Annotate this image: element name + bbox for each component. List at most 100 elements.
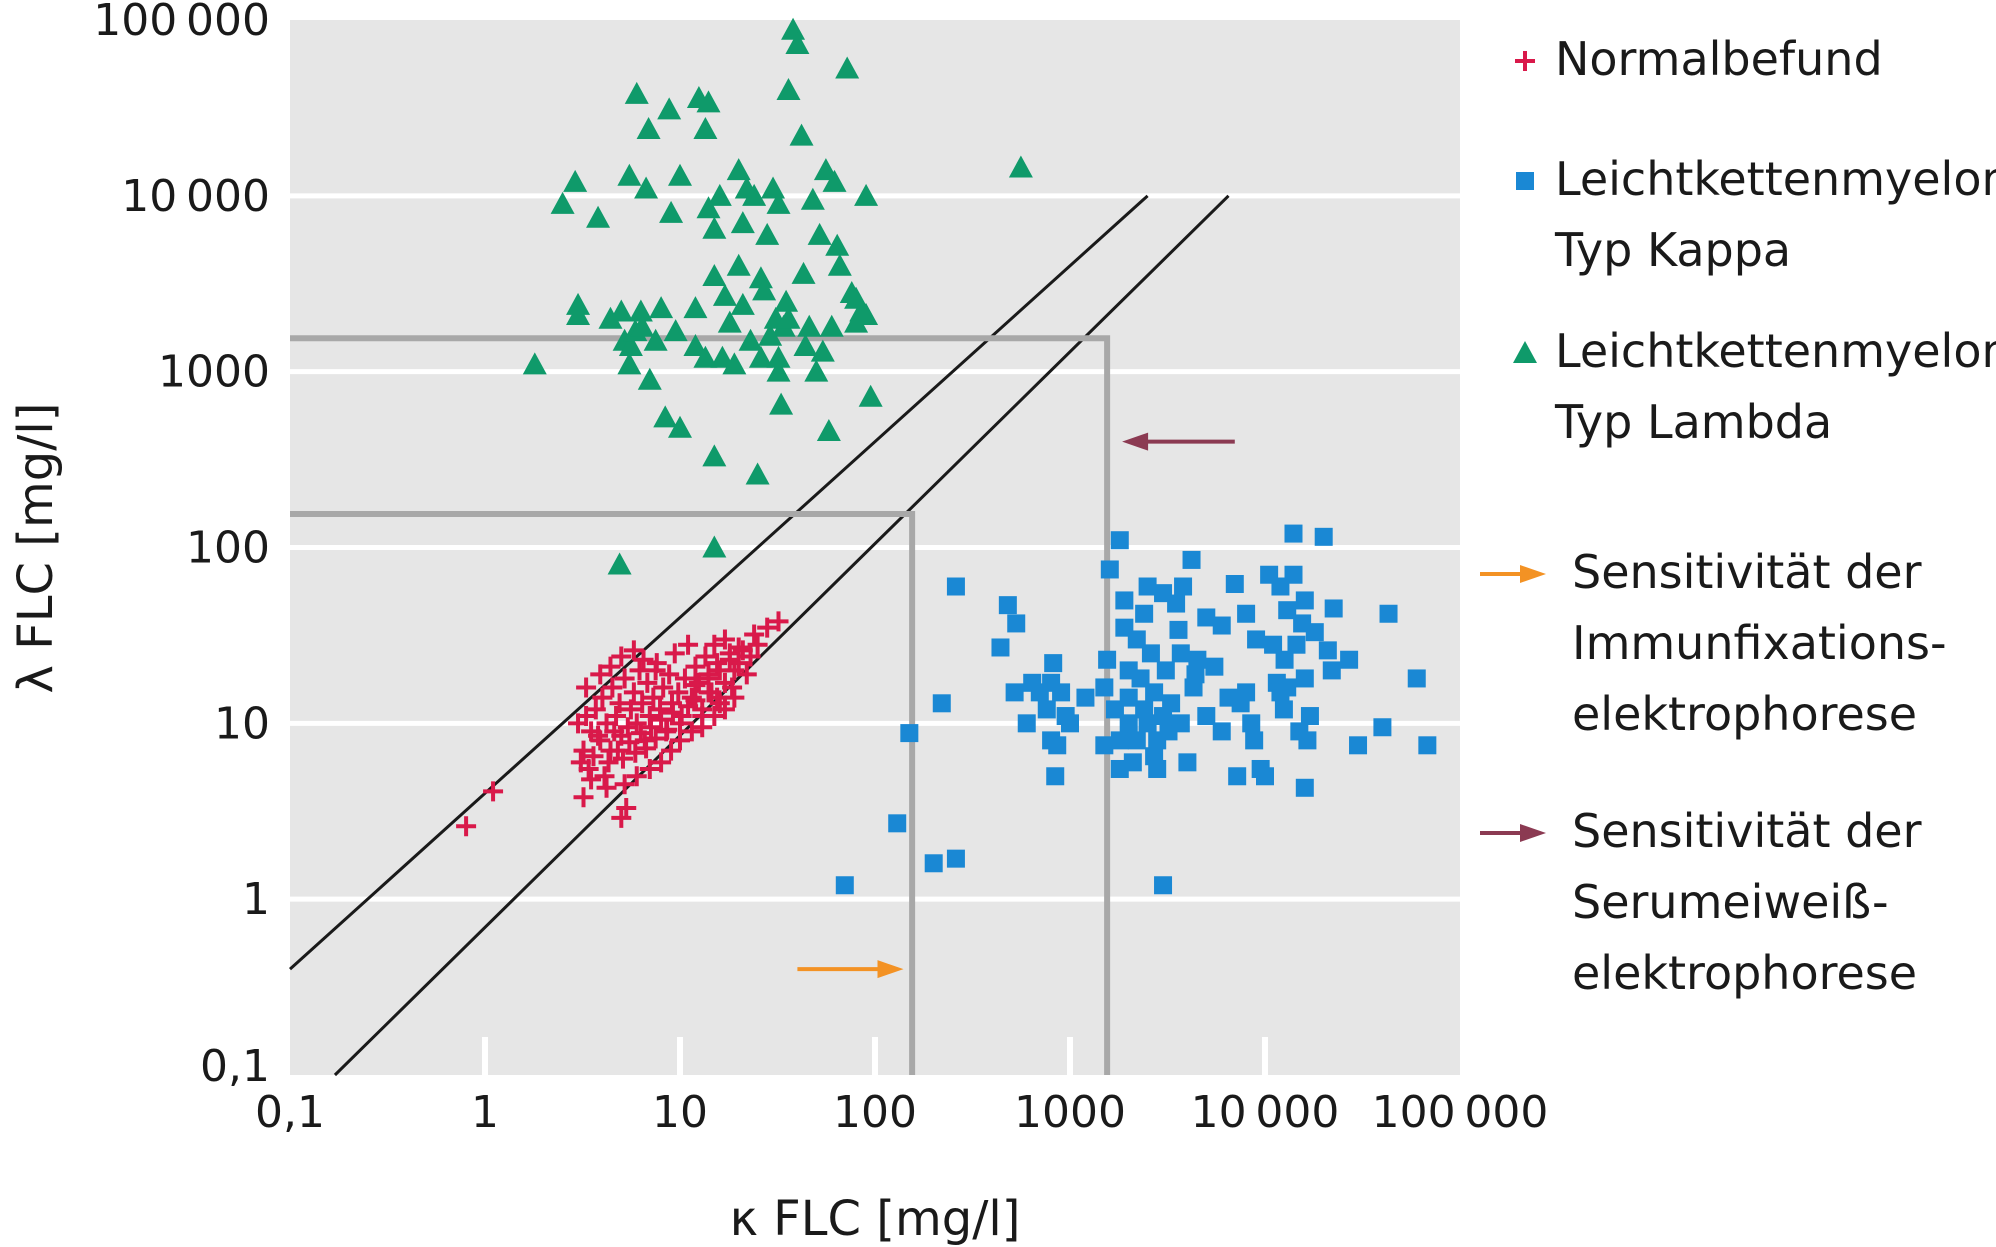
kappa-point: [1278, 678, 1297, 697]
lambda-point: [659, 200, 684, 223]
normal-point: [483, 781, 504, 802]
kappa-point: [1119, 714, 1138, 733]
kappa-point: [1284, 565, 1303, 584]
kappa-point: [888, 814, 907, 833]
lambda-point: [617, 352, 642, 375]
kappa-point: [1245, 731, 1264, 750]
lambda-point: [766, 191, 791, 214]
normal-point: [695, 646, 716, 667]
lambda-point: [668, 415, 692, 438]
x-tick-label: 0,1: [255, 1087, 325, 1138]
legend-label: Normalbefund: [1555, 32, 1883, 86]
normal-point: [664, 643, 685, 664]
normal-point: [590, 730, 611, 751]
normal-point: [570, 752, 591, 773]
kappa-point: [1115, 591, 1134, 610]
lambda-point: [827, 253, 852, 276]
kappa-point: [1098, 650, 1117, 669]
kappa-point: [991, 638, 1010, 657]
legend-square-marker: [1516, 172, 1534, 190]
kappa-point: [1135, 604, 1154, 623]
kappa-point: [1247, 630, 1266, 649]
kappa-point: [1300, 707, 1319, 726]
kappa-point: [1212, 616, 1231, 635]
normal-point: [609, 693, 630, 714]
y-tick-label: 10: [214, 698, 270, 749]
kappa-point: [1105, 700, 1124, 719]
x-axis-title: κ FLC [mg/l]: [730, 1191, 1021, 1247]
kappa-point: [1275, 650, 1294, 669]
lambda-point: [1008, 155, 1033, 178]
lambda-point: [607, 552, 632, 575]
kappa-point: [946, 849, 965, 868]
legend-triangle-marker: [1513, 341, 1537, 363]
normal-point: [633, 649, 654, 670]
kappa-point: [1171, 644, 1190, 663]
kappa-point: [1264, 635, 1283, 654]
y-tick-label: 0,1: [200, 1041, 270, 1092]
normal-point: [728, 653, 749, 674]
x-axis-ticks: 0,1 1 10 100 1000 10 000 100 000: [255, 1087, 1548, 1138]
kappa-point: [1186, 665, 1205, 684]
legend-label: elektrophorese: [1572, 687, 1917, 741]
x-tick-label: 10: [652, 1087, 708, 1138]
kappa-point: [1167, 594, 1186, 613]
kappa-point: [1110, 731, 1129, 750]
legend-label: Typ Kappa: [1554, 223, 1791, 277]
normal-point: [747, 634, 768, 655]
x-tick-label: 1000: [1014, 1087, 1126, 1138]
kappa-point: [1061, 714, 1079, 733]
kappa-point: [1407, 669, 1426, 688]
kappa-point: [1127, 630, 1146, 649]
kappa-point: [1188, 650, 1207, 669]
y-axis-ticks: 0,1 1 10 100 1000 10 000 100 000: [93, 0, 270, 1092]
normal-point: [662, 702, 683, 723]
kappa-point: [1197, 608, 1216, 627]
kappa-point: [1212, 722, 1231, 741]
legend-label: Leichtkettenmyelom: [1555, 324, 1996, 378]
lambda-point: [769, 392, 794, 415]
kappa-point: [835, 876, 854, 895]
lambda-point: [789, 123, 814, 146]
kappa-point: [1100, 560, 1119, 579]
kappa-point: [1237, 683, 1256, 702]
kappa-point: [1314, 527, 1333, 546]
normal-point: [659, 664, 680, 685]
kappa-point: [1145, 683, 1164, 702]
lambda-point: [755, 222, 780, 245]
lambda-point: [696, 90, 721, 113]
kappa-point: [1178, 753, 1197, 772]
kappa-point: [1418, 736, 1437, 755]
kappa-point: [1278, 601, 1297, 620]
lambda-point: [766, 359, 791, 382]
kappa-point: [1298, 731, 1317, 750]
kappa-point: [998, 596, 1017, 615]
kappa-point: [1287, 635, 1306, 654]
normal-point: [588, 725, 609, 746]
lambda-point: [752, 278, 777, 301]
normal-point: [657, 719, 678, 740]
kappa-point: [1237, 604, 1256, 623]
grid: [290, 193, 1460, 1075]
normal-point: [704, 706, 725, 727]
lambda-point: [835, 56, 860, 79]
kappa-point: [1295, 778, 1314, 797]
normal-point: [585, 699, 606, 720]
kappa-point: [1076, 688, 1095, 707]
normal-point: [692, 717, 713, 738]
kappa-point: [1322, 661, 1341, 680]
lambda-point: [748, 266, 773, 289]
normal-point: [626, 713, 647, 734]
normal-point: [614, 668, 635, 689]
lambda-point: [563, 169, 588, 192]
normal-point: [636, 738, 657, 759]
normal-point: [590, 664, 611, 685]
lambda-point: [683, 333, 708, 356]
lambda-point: [696, 196, 721, 219]
lambda-point: [730, 292, 755, 315]
lambda-point: [819, 314, 844, 337]
lambda-point: [550, 191, 575, 214]
normal-point: [674, 668, 695, 689]
orange-arrow-head: [877, 960, 904, 979]
kappa-point: [1174, 577, 1193, 596]
